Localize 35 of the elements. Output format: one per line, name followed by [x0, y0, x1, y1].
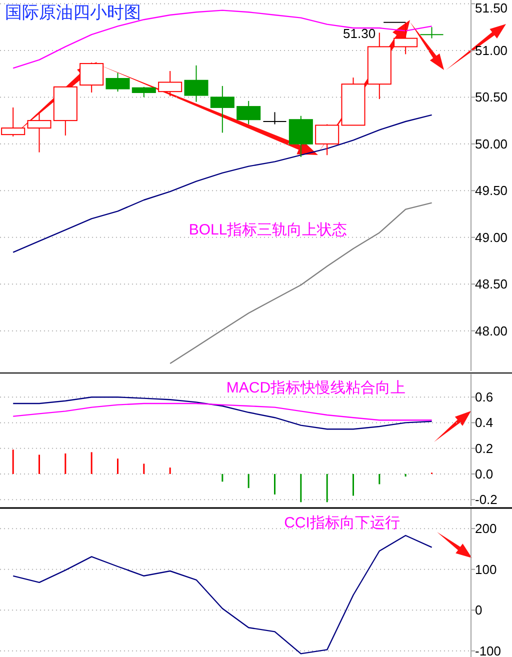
- annotation: 51.30: [343, 26, 376, 41]
- y-tick-label: 50.00: [475, 136, 508, 152]
- y-tick-label: 49.00: [475, 230, 508, 245]
- annotation: MACD指标快慢线粘合向上: [226, 380, 406, 396]
- y-tick-label: -0.2: [475, 492, 498, 508]
- candlestick: [262, 112, 287, 125]
- candlestick: [184, 64, 208, 102]
- candlestick: [27, 112, 52, 153]
- y-tick-label: 0: [475, 602, 482, 618]
- y-tick-label: 51.00: [475, 42, 508, 58]
- y-tick-label: 0.2: [475, 440, 494, 456]
- line-series: [12, 534, 432, 654]
- y-tick-label: 48.50: [475, 276, 508, 292]
- y-tick-label: 51.50: [475, 0, 508, 16]
- y-tick-label: 100: [475, 562, 497, 577]
- line-series: [12, 396, 432, 430]
- candlestick: [158, 70, 182, 97]
- line-series: [12, 114, 432, 253]
- y-tick-label: 200: [475, 521, 497, 536]
- y-tick-label: 49.50: [475, 183, 508, 198]
- line-series: [170, 202, 432, 364]
- y-tick-label: 0.6: [475, 390, 494, 405]
- candlestick: [236, 100, 261, 125]
- line-series: [12, 402, 432, 421]
- y-tick-label: -100: [475, 643, 502, 657]
- candlestick: [420, 26, 444, 39]
- annotation: CCI指标向下运行: [284, 514, 400, 532]
- y-tick-label: 48.00: [475, 323, 508, 338]
- candlestick: [394, 22, 418, 55]
- chart-title: 国际原油四小时图: [5, 3, 141, 22]
- y-tick-label: 0.0: [475, 466, 494, 482]
- candlestick: [210, 85, 234, 134]
- y-tick-label: 50.50: [475, 90, 508, 105]
- annotation: BOLL指标三轨向上状态: [188, 222, 348, 238]
- y-tick-label: 0.4: [475, 415, 494, 430]
